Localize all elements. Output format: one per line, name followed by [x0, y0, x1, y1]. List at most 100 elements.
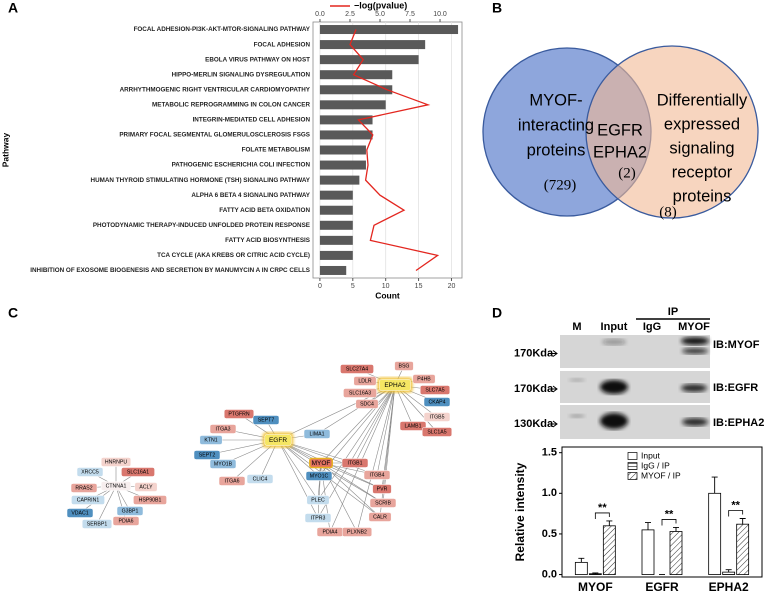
network-node [341, 458, 369, 468]
bar [319, 205, 353, 215]
y-axis-label: Pathway [0, 132, 10, 167]
node-label: SLC16A1 [127, 470, 149, 476]
network-edge [277, 384, 396, 441]
y-tick-label: FATTY ACID BETA OXIDATION [219, 207, 310, 214]
network-node [218, 476, 246, 486]
node-label: P4HB [417, 377, 431, 383]
venn-right [585, 45, 759, 219]
blot-band [682, 418, 708, 426]
node-label: MYO1B [214, 462, 233, 468]
panel-label: C [8, 305, 18, 321]
legend-swatch [627, 462, 638, 470]
antibody-label: IB:MYOF [713, 339, 760, 351]
error-bar [592, 572, 599, 574]
bar [319, 265, 347, 275]
legend-label: MYOF / IP [641, 470, 681, 480]
blot-band [569, 414, 585, 418]
node-label: SEPT2 [199, 453, 216, 459]
x-tick-label: 10 [382, 283, 390, 290]
bar [319, 85, 393, 95]
bar [588, 573, 602, 575]
node-label: ITPR3 [311, 516, 326, 522]
network-node [340, 364, 374, 374]
legend-swatch [627, 452, 638, 460]
bar [319, 40, 426, 50]
error-bar [645, 522, 651, 530]
bar [319, 130, 373, 140]
legend-swatch [627, 472, 638, 480]
marker-arrow [548, 350, 558, 357]
node-label: SLC27A4 [346, 367, 368, 373]
node-label: KTN1 [204, 438, 217, 444]
error-bar [673, 526, 679, 532]
blot-band [600, 380, 628, 394]
node-label: BSG [399, 364, 410, 370]
blot-band [600, 413, 628, 429]
network-node [369, 498, 397, 508]
x-tick-label: 5 [351, 283, 355, 290]
y-tick-label: ARRHYTHMOGENIC RIGHT VENTRICULAR CARDIOM… [120, 86, 311, 93]
network-node [121, 467, 155, 477]
network-edge [277, 439, 319, 501]
node-label: HNRNPU [105, 460, 127, 466]
network-edge [317, 384, 396, 519]
node-label: SDC4 [360, 402, 374, 408]
venn-right-text: expressed [664, 115, 740, 133]
y-tick-label: PRIMARY FOCAL SEGMENTAL GLOMERULOSCLEROS… [119, 132, 310, 139]
network-node [199, 435, 223, 445]
network-node [133, 495, 167, 505]
venn-right-text: proteins [673, 187, 732, 205]
node-label: XRCC5 [81, 470, 99, 476]
node-label: PLEC [311, 498, 325, 504]
bar [319, 190, 353, 200]
node-label: LIMA1 [310, 432, 325, 438]
blot-band [569, 378, 585, 382]
error-bar [725, 569, 732, 573]
network-node [343, 388, 377, 398]
bar [708, 492, 722, 575]
network-node [100, 481, 132, 491]
y-tick-label: FATTY ACID BIOSYNTHESIS [225, 237, 310, 244]
network-node [246, 474, 274, 484]
bar [319, 145, 366, 155]
y-tick-label: HUMAN THYROID STIMULATING HORMONE (TSH) … [91, 177, 311, 184]
node-label: LDLR [358, 379, 372, 385]
network-node [305, 471, 333, 481]
bar [319, 70, 393, 80]
network-node [303, 429, 331, 439]
y-tick-label: HIPPO-MERLIN SIGNALING DYSREGULATION [172, 71, 311, 78]
bar [319, 175, 360, 185]
network-edge [379, 384, 396, 518]
node-label: CKAP4 [428, 400, 445, 406]
node-label: SERBP1 [87, 522, 108, 528]
node-label: MYOF [312, 460, 331, 467]
marker-label: 170Kda [514, 383, 554, 395]
y-tick-label: 0.5 [542, 528, 557, 540]
node-label: SEPT7 [258, 418, 275, 424]
y-tick-label: FOCAL ADHESION-PI3K-AKT-MTOR-SIGNALING P… [134, 26, 311, 33]
network-edge [277, 439, 378, 476]
y-axis-label: Relative intensity [513, 462, 527, 561]
node-label: ACLY [139, 485, 153, 491]
node-label: SCRIB [375, 501, 391, 507]
panel-label: B [492, 0, 502, 16]
x-tick-label: MYOF [578, 580, 613, 594]
annotation: ** [731, 499, 740, 511]
y-tick-label: 0.0 [542, 568, 557, 580]
y-tick-label: 1.0 [542, 487, 557, 499]
significance-bracket [661, 519, 677, 526]
network-node [223, 409, 255, 419]
node-label: CLIC4 [253, 477, 268, 483]
bar [319, 160, 366, 170]
node-label: G3BP1 [122, 509, 139, 515]
node-label: SLC7A5 [425, 388, 444, 394]
panel-label: A [8, 0, 18, 16]
network-node [309, 457, 333, 469]
lane-label: M [572, 321, 581, 333]
network-node [423, 397, 451, 407]
network-node [372, 484, 392, 494]
bar [602, 525, 616, 575]
venn-right-text: signaling [669, 139, 734, 157]
venn-overlap-text: EPHA2 [593, 143, 647, 161]
network-node [379, 379, 411, 391]
